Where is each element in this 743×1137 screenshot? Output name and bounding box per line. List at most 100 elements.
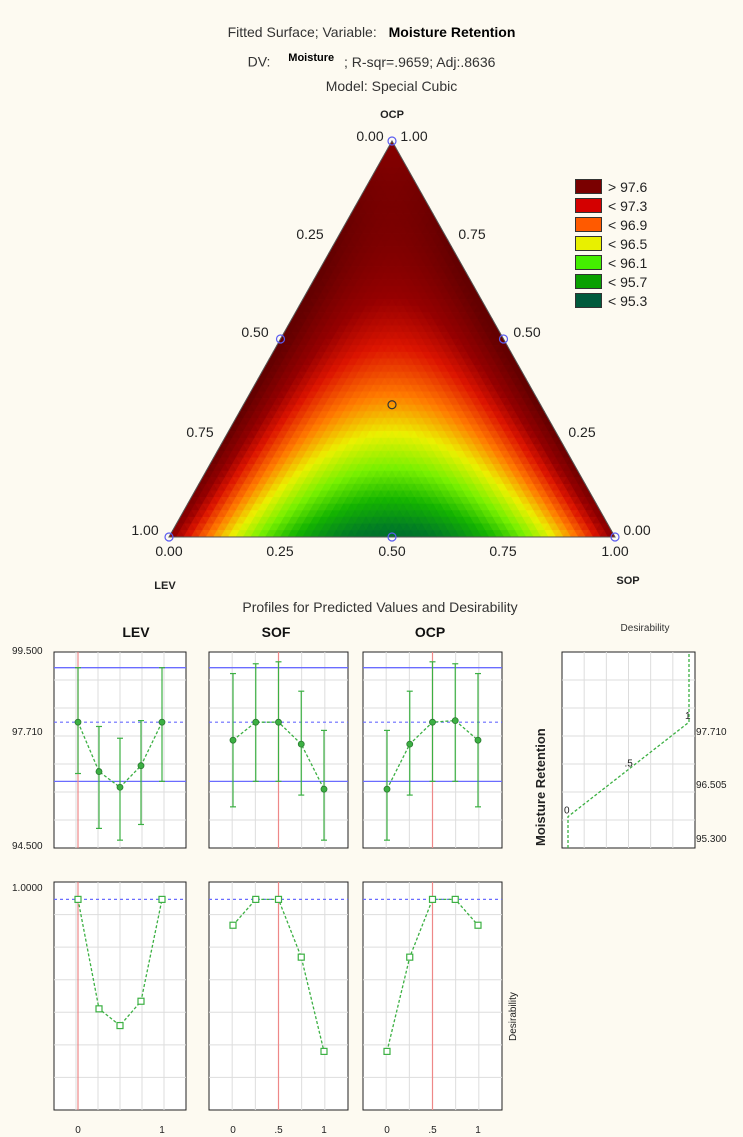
profile-point: [320, 785, 328, 793]
desirability-point: [158, 895, 166, 904]
tick-right: 0.25: [568, 424, 595, 440]
desirability-point: [137, 997, 145, 1005]
y-label-mid: 97.710: [12, 727, 43, 738]
profile-point: [229, 736, 237, 744]
desirability-point: [116, 1021, 124, 1030]
tick-right: 0.50: [513, 324, 540, 340]
title-prefix: Fitted Surface; Variable:: [227, 24, 377, 40]
legend-swatch: [575, 198, 602, 213]
legend-swatch: [575, 236, 602, 251]
profile-point: [451, 717, 459, 724]
profile-point: [383, 785, 391, 793]
y-label-max: 99.500: [12, 646, 43, 657]
panel-title-sof: SOF: [261, 624, 291, 640]
desirability-point-label: 1: [685, 711, 691, 722]
desirability-point: [229, 921, 237, 929]
title-variable: Moisture Retention: [388, 24, 516, 40]
legend-swatch: [575, 217, 602, 232]
profile-point: [74, 718, 82, 726]
legend-label: < 96.9: [608, 216, 648, 233]
tick-bottom: 0.25: [266, 543, 293, 559]
vertex-label-ocp: OCP: [380, 109, 404, 121]
vertex-label-sop: SOP: [616, 575, 639, 587]
chart-title-line3: Model: Special Cubic: [325, 78, 458, 94]
chart-title-line2: DV: Moisture ; R-sqr=.9659; Adj:.8636: [0, 52, 743, 70]
legend-label: < 96.5: [608, 235, 648, 252]
legend-item: < 95.3: [575, 291, 647, 310]
profile-point: [116, 783, 124, 791]
desirability-point: [320, 1047, 328, 1056]
legend-swatch: [575, 179, 602, 194]
profile-point: [252, 718, 260, 726]
tick-top-left: 0.00: [356, 128, 383, 144]
desirability-point: [95, 1005, 103, 1013]
legend-swatch: [575, 255, 602, 270]
tick-right: 0.75: [458, 226, 485, 242]
profile-point: [275, 718, 282, 726]
tick-top-right: 1.00: [400, 128, 427, 144]
profile-point: [95, 768, 103, 775]
desirability-tick-3: 95.300: [696, 834, 727, 845]
vertex-label-lev: LEV: [154, 580, 176, 592]
x-tick-label: 1: [475, 1125, 481, 1136]
desirability-point: [74, 895, 82, 904]
chart-title-line1: Fitted Surface; Variable: Moisture Reten…: [0, 24, 743, 40]
legend-item: < 96.1: [575, 253, 647, 272]
tick-left: 0.50: [241, 324, 268, 340]
legend-item: < 95.7: [575, 272, 647, 291]
legend-label: < 95.3: [608, 292, 648, 309]
tick-left: 0.75: [186, 424, 213, 440]
tick-left: 0.25: [296, 226, 323, 242]
desirability-point: [451, 895, 459, 904]
profile-point: [158, 718, 166, 726]
desirability-point: [383, 1047, 391, 1056]
desirability-point: [297, 953, 305, 961]
desirability-point: [428, 895, 437, 904]
legend-label: < 96.1: [608, 254, 648, 271]
legend-swatch: [575, 293, 602, 308]
legend-label: < 95.7: [608, 273, 648, 290]
tick-bottom: 0.75: [489, 543, 516, 559]
profile-point: [297, 740, 305, 748]
y-label-desirability: 1.0000: [12, 883, 43, 894]
desirability-point-label: .5: [625, 758, 634, 769]
legend-item: < 96.5: [575, 234, 647, 253]
desirability-point: [274, 895, 283, 904]
tick-bottom: 1.00: [601, 543, 628, 559]
panel-title-lev: LEV: [122, 624, 150, 640]
legend-item: < 96.9: [575, 215, 647, 234]
desirability-point: [406, 953, 414, 961]
legend-item: > 97.6: [575, 177, 647, 196]
x-tick-label: 1: [321, 1125, 327, 1136]
desirability-point: [474, 921, 482, 929]
x-tick-label: .5: [428, 1125, 437, 1136]
legend-item: < 97.3: [575, 196, 647, 215]
desirability-tick-1: 97.710: [696, 727, 727, 738]
tick-bottom: 0.00: [155, 543, 182, 559]
x-tick-label: 1: [159, 1125, 165, 1136]
x-tick-label: 0: [230, 1125, 236, 1136]
dv-prefix: DV:: [247, 53, 271, 70]
legend-swatch: [575, 274, 602, 289]
desirability-tick-2: 96.505: [696, 780, 727, 791]
profile-point: [137, 762, 145, 770]
profile-point: [429, 718, 436, 726]
tick-left: 1.00: [131, 522, 158, 538]
panel-title-ocp: OCP: [414, 624, 446, 640]
tick-right: 0.00: [623, 522, 650, 538]
profile-point: [406, 740, 414, 748]
dv-stats: ; R-sqr=.9659; Adj:.8636: [344, 53, 496, 70]
desirability-point-label: 0: [564, 806, 570, 817]
legend-label: > 97.6: [608, 178, 648, 195]
dv-name: Moisture: [288, 52, 335, 64]
ternary-surface: [168, 140, 616, 538]
desirability-point: [252, 895, 260, 904]
x-tick-label: 0: [75, 1125, 81, 1136]
tick-bottom: 0.50: [378, 543, 405, 559]
profile-point: [474, 736, 482, 744]
desirability-panel-title: Desirability: [620, 623, 670, 634]
legend: > 97.6 < 97.3 < 96.9 < 96.5 < 96.1 < 95.…: [575, 177, 647, 310]
y-label-min: 94.500: [12, 841, 43, 852]
profiles-title: Profiles for Predicted Values and Desira…: [242, 599, 518, 615]
